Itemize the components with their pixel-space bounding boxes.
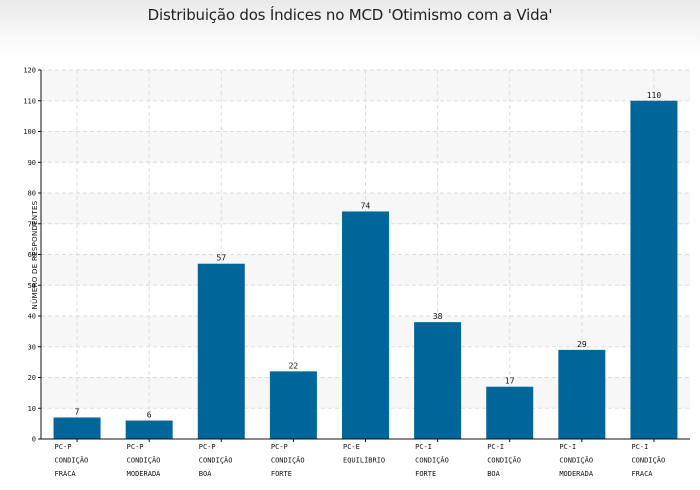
category-label-line: BOA (199, 470, 212, 478)
category-label: PC-I CONDIÇÃO FRACA (631, 443, 665, 478)
category-label-line: CONDIÇÃO (487, 456, 521, 465)
category-label: PC-P CONDIÇÃO FRACA (55, 443, 89, 478)
category-label-line: MODERADA (559, 470, 594, 478)
bar (197, 263, 245, 439)
bar (53, 417, 101, 439)
category-label: PC-E EQUILÍBRIO (343, 443, 385, 465)
y-tick-label: 90 (28, 159, 36, 167)
y-tick-label: 100 (23, 128, 36, 136)
bar (342, 211, 389, 439)
bar (486, 386, 534, 439)
category-label-line: PC-E (343, 443, 360, 451)
category-label: PC-I CONDIÇÃO MODERADA (559, 443, 594, 478)
y-tick-label: 40 (28, 313, 36, 321)
category-label-line: PC-I (559, 443, 576, 451)
category-label: PC-P CONDIÇÃO BOA (199, 443, 233, 478)
chart-title: Distribuição dos Índices no MCD 'Otimism… (147, 6, 553, 24)
category-label-line: PC-P (127, 443, 144, 451)
y-tick-label: 20 (28, 374, 36, 382)
category-label-line: PC-P (55, 443, 72, 451)
category-label-line: CONDIÇÃO (631, 456, 665, 465)
data-label: 57 (216, 254, 226, 263)
category-label-line: FORTE (415, 470, 436, 478)
y-axis-title: NÚMERO DE RESPONDENTES (30, 200, 39, 309)
data-label: 17 (505, 377, 515, 386)
category-label: PC-P CONDIÇÃO FORTE (271, 443, 305, 478)
bar (125, 420, 173, 439)
bar (630, 100, 678, 439)
category-label-line: CONDIÇÃO (415, 456, 449, 465)
data-label: 6 (147, 411, 152, 420)
category-label: PC-I CONDIÇÃO BOA (487, 443, 521, 478)
category-label-line: FRACA (55, 470, 77, 478)
y-tick-label: 50 (28, 282, 36, 290)
category-label-line: EQUILÍBRIO (343, 456, 385, 465)
data-label: 38 (433, 312, 443, 321)
category-label: PC-I CONDIÇÃO FORTE (415, 443, 449, 478)
category-label-line: FORTE (271, 470, 292, 478)
category-label-line: PC-I (415, 443, 432, 451)
y-tick-label: 0 (32, 436, 36, 444)
y-tick-label: 120 (23, 67, 36, 75)
data-label: 110 (647, 91, 662, 100)
y-tick-labels: 0 10 20 30 40 50 60 70 80 90 100 110 120 (23, 67, 36, 444)
data-label: 74 (361, 201, 371, 210)
category-label-line: PC-P (271, 443, 288, 451)
y-tick-label: 70 (28, 220, 36, 228)
y-tick-label: 10 (28, 405, 36, 413)
bar (269, 371, 317, 439)
category-label-line: PC-I (487, 443, 504, 451)
data-label: 22 (289, 361, 299, 370)
category-label-line: PC-I (631, 443, 648, 451)
data-label: 7 (75, 407, 80, 416)
bar (414, 322, 462, 439)
bar (558, 349, 606, 439)
y-tick-label: 110 (23, 97, 36, 105)
category-label-line: CONDIÇÃO (127, 456, 161, 465)
y-tick-label: 80 (28, 190, 36, 198)
category-label-line: PC-P (199, 443, 216, 451)
category-label-line: CONDIÇÃO (55, 456, 89, 465)
category-label-line: CONDIÇÃO (559, 456, 593, 465)
bars (53, 100, 678, 439)
axes (38, 69, 690, 442)
value-labels: 7 6 57 22 74 38 17 29 110 (75, 91, 662, 420)
y-tick-label: 30 (28, 343, 36, 351)
category-label-line: BOA (487, 470, 500, 478)
category-label-line: CONDIÇÃO (271, 456, 305, 465)
category-label-line: MODERADA (127, 470, 162, 478)
category-label-line: CONDIÇÃO (199, 456, 233, 465)
data-label: 29 (577, 340, 587, 349)
category-label: PC-P CONDIÇÃO MODERADA (127, 443, 162, 478)
category-label-line: FRACA (631, 470, 653, 478)
y-tick-label: 60 (28, 251, 36, 259)
